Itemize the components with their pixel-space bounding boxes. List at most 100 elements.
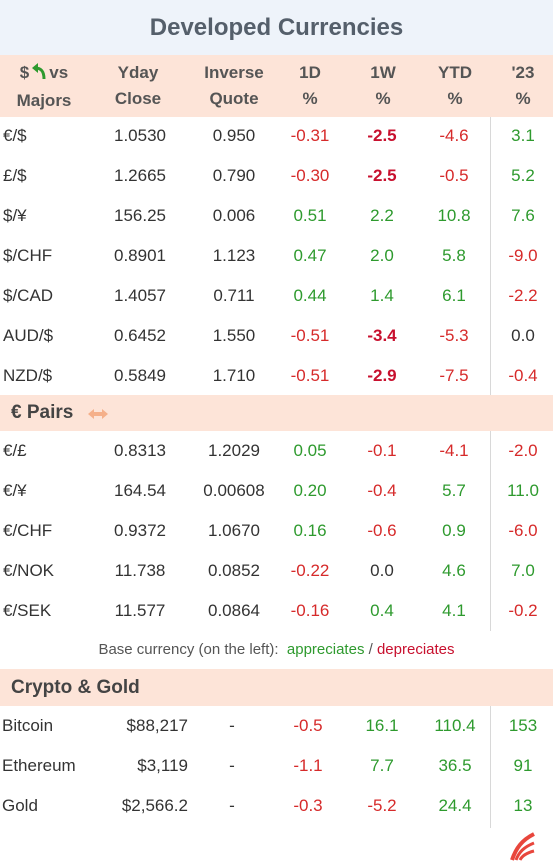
asset-name: Bitcoin: [2, 716, 54, 735]
inverse-quote: 0.950: [212, 126, 256, 145]
inverse-quote: 1.0670: [208, 521, 260, 540]
column-divider: [490, 706, 491, 828]
table-row: AUD/$ 0.6452 1.550 -0.51 -3.4 -5.3 0.0: [0, 316, 553, 356]
pair-name: €/¥: [3, 481, 27, 500]
change-1d: -1.1: [293, 756, 323, 775]
inverse-quote: 0.711: [213, 286, 255, 305]
change-1w: -2.5: [367, 126, 397, 145]
inverse-quote: 0.00608: [203, 481, 265, 500]
inverse-cell: -: [229, 796, 235, 815]
table-row: €/NOK 11.738 0.0852 -0.22 0.0 4.6 7.0: [0, 551, 553, 591]
page-title: Developed Currencies: [0, 0, 553, 55]
change-1w: -0.6: [367, 521, 397, 540]
change-2023: 13: [513, 796, 533, 815]
change-ytd: -4.1: [439, 441, 469, 460]
change-2023: 5.2: [511, 166, 535, 185]
table-row: £/$ 1.2665 0.790 -0.30 -2.5 -0.5 5.2: [0, 156, 553, 196]
change-1w: 2.2: [370, 206, 394, 225]
legend-note: Base currency (on the left): appreciates…: [98, 641, 455, 658]
header-2023: '23%: [511, 63, 535, 108]
yday-close: 0.8313: [114, 441, 166, 460]
header-1d: 1D%: [299, 63, 321, 108]
change-ytd: 10.8: [437, 206, 471, 225]
change-2023: -6.0: [508, 521, 538, 540]
header-inverse: Inverse Quote: [204, 63, 264, 108]
change-ytd: 5.8: [442, 246, 466, 265]
crypto-row: Bitcoin $88,217 - -0.5 16.1 110.4 153: [0, 706, 553, 746]
change-ytd: -5.3: [439, 326, 469, 345]
change-2023: 3.1: [511, 126, 535, 145]
change-ytd: 24.4: [438, 796, 472, 815]
change-ytd: 110.4: [434, 716, 476, 735]
double-arrow-icon: [87, 397, 109, 433]
column-divider: [490, 117, 491, 395]
column-divider: [490, 431, 491, 631]
change-1d: -0.30: [290, 166, 330, 185]
change-1d: 0.44: [293, 286, 327, 305]
change-2023: 0.0: [511, 326, 535, 345]
inverse-quote: 0.006: [212, 206, 256, 225]
change-1w: 2.0: [370, 246, 394, 265]
change-1w: 0.0: [370, 561, 394, 580]
change-2023: 7.0: [511, 561, 535, 580]
change-2023: -2.2: [508, 286, 538, 305]
inverse-quote: 1.710: [212, 366, 256, 385]
change-ytd: -4.6: [439, 126, 469, 145]
table-row: NZD/$ 0.5849 1.710 -0.51 -2.9 -7.5 -0.4: [0, 356, 553, 396]
asset-name: Ethereum: [2, 756, 76, 775]
change-1w: -0.4: [367, 481, 397, 500]
yday-close: 0.6452: [114, 326, 166, 345]
change-1w: 7.7: [370, 756, 394, 775]
change-1d: -0.3: [293, 796, 323, 815]
change-2023: 153: [508, 716, 538, 735]
yday-close: 0.8901: [114, 246, 166, 265]
pair-name: $/¥: [3, 206, 27, 225]
pair-name: €/NOK: [3, 561, 55, 580]
pair-name: £/$: [3, 166, 27, 185]
change-1d: 0.47: [293, 246, 327, 265]
inverse-quote: 0.0852: [208, 561, 260, 580]
crypto-row: Gold $2,566.2 - -0.3 -5.2 24.4 13: [0, 786, 553, 826]
header-ytd: YTD%: [438, 63, 472, 108]
change-1d: 0.20: [293, 481, 327, 500]
price-cell: $2,566.2: [121, 796, 188, 815]
change-1d: -0.51: [290, 326, 330, 345]
change-ytd: -7.5: [439, 366, 469, 385]
pair-name: €/CHF: [3, 521, 53, 540]
header-col-pair: $ vs Majors: [16, 62, 72, 110]
yday-close: 164.54: [114, 481, 166, 500]
table-row: $/CHF 0.8901 1.123 0.47 2.0 5.8 -9.0: [0, 236, 553, 276]
brand-logo-icon: [510, 830, 536, 862]
pair-name: AUD/$: [3, 326, 54, 345]
change-2023: 11.0: [507, 481, 539, 500]
table-row: $/CAD 1.4057 0.711 0.44 1.4 6.1 -2.2: [0, 276, 553, 316]
change-1d: -0.22: [290, 561, 330, 580]
asset-name: Gold: [2, 796, 38, 815]
change-2023: -0.2: [508, 601, 538, 620]
table-row: €/CHF 0.9372 1.0670 0.16 -0.6 0.9 -6.0: [0, 511, 553, 551]
crypto-row: Ethereum $3,119 - -1.1 7.7 36.5 91: [0, 746, 553, 786]
change-2023: -9.0: [508, 246, 538, 265]
crypto-gold-section-header: Crypto & Gold: [0, 669, 553, 706]
pair-name: €/SEK: [3, 601, 52, 620]
table-row: €/£ 0.8313 1.2029 0.05 -0.1 -4.1 -2.0: [0, 431, 553, 471]
pair-name: $/CHF: [3, 246, 53, 265]
curved-arrow-icon: [31, 62, 47, 88]
header-yday: Yday Close: [114, 63, 162, 108]
change-1w: -3.4: [367, 326, 397, 345]
pair-name: €/$: [3, 126, 27, 145]
change-1d: 0.05: [293, 441, 327, 460]
yday-close: 1.0530: [114, 126, 166, 145]
change-1w: 0.4: [370, 601, 394, 620]
header-1w: 1W%: [370, 63, 396, 108]
change-2023: 7.6: [511, 206, 535, 225]
inverse-quote: 0.0864: [208, 601, 260, 620]
pair-name: $/CAD: [3, 286, 54, 305]
change-1w: -0.1: [367, 441, 397, 460]
table-row: €/SEK 11.577 0.0864 -0.16 0.4 4.1 -0.2: [0, 591, 553, 631]
change-1d: -0.5: [293, 716, 323, 735]
change-1w: -2.9: [367, 366, 397, 385]
yday-close: 0.9372: [114, 521, 166, 540]
change-ytd: 4.6: [442, 561, 466, 580]
table-row: €/¥ 164.54 0.00608 0.20 -0.4 5.7 11.0: [0, 471, 553, 511]
